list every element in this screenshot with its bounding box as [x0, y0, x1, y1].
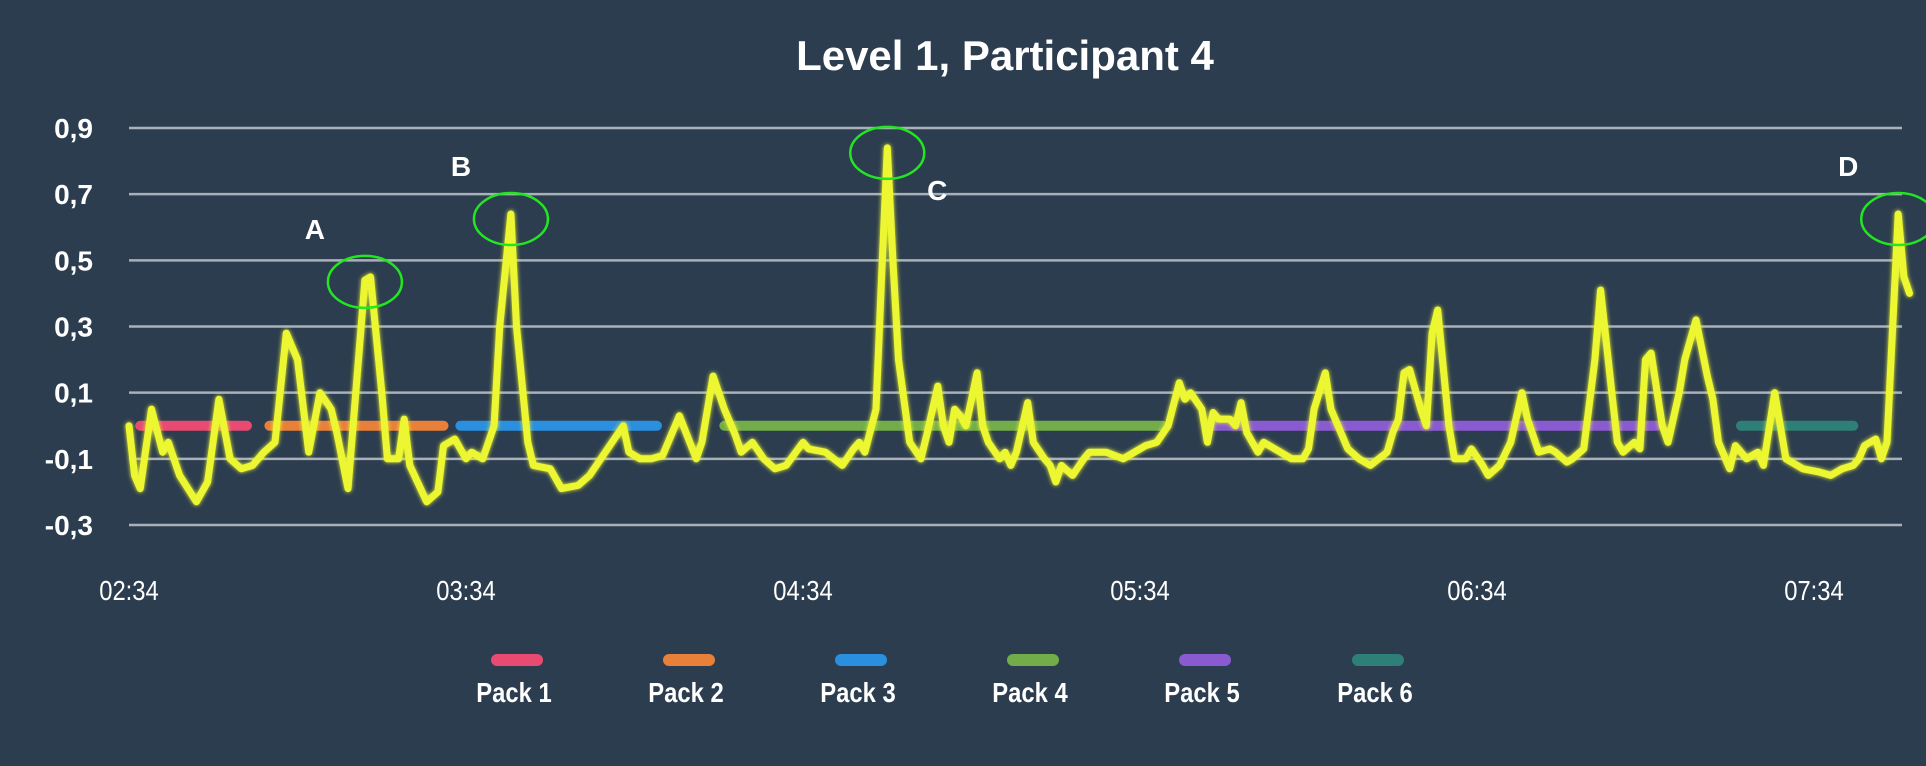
annotation-label: C	[927, 175, 947, 206]
x-axis: 02:34 03:34 04:34 05:34 06:34 07:34	[99, 574, 1844, 606]
annotation-circle	[849, 125, 926, 181]
x-tick-label: 04:34	[773, 574, 833, 606]
x-tick-label: 02:34	[99, 574, 159, 606]
series	[125, 144, 1913, 506]
y-axis: 0,9 0,7 0,5 0,3 0,1 -0,1 -0,3	[45, 113, 93, 541]
annotation-circle	[326, 254, 404, 310]
annotation-circle	[472, 191, 550, 247]
legend-label: Pack 5	[1164, 676, 1239, 708]
legend: Pack 1 Pack 2 Pack 3 Pack 4 Pack 5 Pack 6	[476, 654, 1413, 708]
grid	[129, 126, 1902, 527]
y-tick-label: 0,3	[54, 312, 93, 343]
annotation-circle	[1860, 191, 1926, 247]
x-tick-label: 06:34	[1447, 574, 1507, 606]
y-tick-label: -0,1	[45, 444, 93, 475]
y-tick-label: 0,9	[54, 113, 93, 144]
x-tick-label: 03:34	[436, 574, 496, 606]
legend-label: Pack 4	[992, 676, 1068, 708]
legend-label: Pack 6	[1337, 676, 1412, 708]
y-tick-label: -0,3	[45, 510, 93, 541]
annotation-label: D	[1838, 151, 1858, 182]
x-tick-label: 05:34	[1110, 574, 1170, 606]
legend-label: Pack 1	[476, 676, 551, 708]
series-line	[125, 144, 1913, 506]
legend-label: Pack 3	[820, 676, 895, 708]
y-tick-label: 0,5	[54, 245, 93, 276]
annotation-label: B	[451, 151, 471, 182]
annotation-label: A	[305, 214, 325, 245]
y-tick-label: 0,7	[54, 179, 93, 210]
x-tick-label: 07:34	[1784, 574, 1844, 606]
legend-label: Pack 2	[648, 676, 723, 708]
chart-title: Level 1, Participant 4	[796, 32, 1214, 79]
y-tick-label: 0,1	[54, 378, 93, 409]
annotations: A B C D	[305, 125, 1926, 310]
